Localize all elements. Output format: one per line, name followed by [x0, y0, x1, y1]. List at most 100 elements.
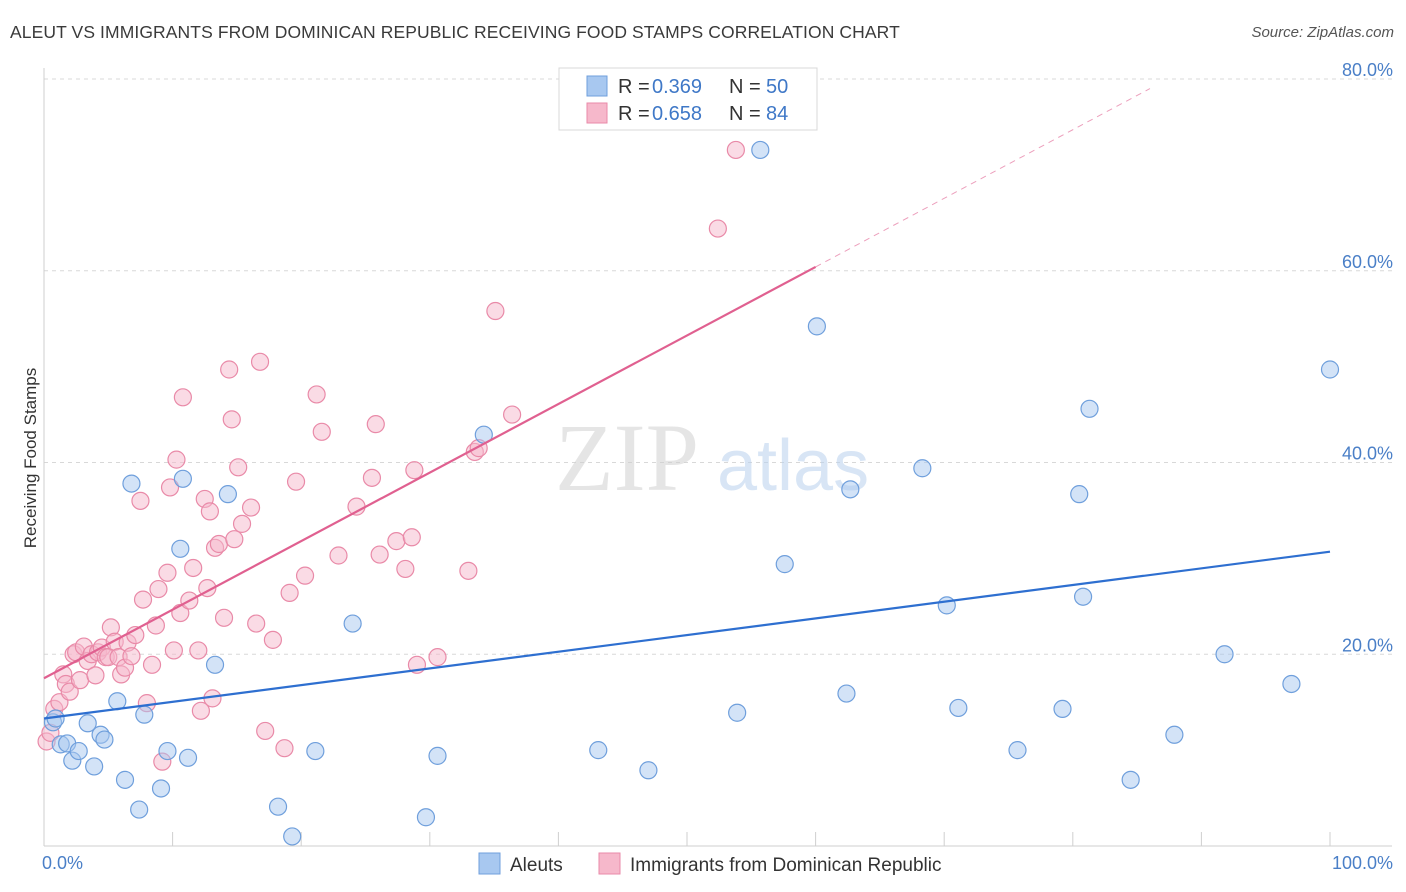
aleut-point — [1121, 770, 1140, 789]
aleut-point — [343, 614, 362, 633]
dominican-point — [209, 534, 228, 554]
series-legend-swatch-aleut — [478, 852, 501, 875]
correlation-legend: R = 0.369 N = 50 R = 0.658 N = 84 — [558, 67, 818, 131]
dominican-point — [142, 655, 162, 674]
dominican-point — [247, 614, 266, 633]
aleut-point — [268, 797, 288, 816]
dominican-point — [387, 532, 406, 551]
aleut-point — [1215, 645, 1234, 664]
aleut-point — [428, 746, 447, 765]
dominican-points — [37, 140, 745, 771]
dominican-point — [241, 498, 261, 517]
dominican-point — [503, 405, 522, 424]
legend-r-label-aleut: R = — [618, 76, 650, 98]
y-tick-label: 60.0% — [1342, 252, 1393, 272]
legend-n-value-dominican: 84 — [766, 103, 788, 125]
dominican-point — [250, 352, 270, 371]
aleut-point — [218, 485, 237, 504]
aleut-point — [1320, 360, 1340, 379]
aleut-point — [122, 474, 141, 493]
aleut-point — [306, 741, 325, 761]
dominican-point — [70, 671, 90, 690]
dominican-point — [256, 721, 275, 741]
grid — [43, 68, 1392, 847]
dominican-point — [220, 360, 239, 379]
legend-r-value-dominican: 0.658 — [652, 103, 702, 125]
aleut-point — [841, 480, 860, 499]
dominican-trend-extension — [815, 88, 1151, 268]
aleut-points — [43, 140, 1340, 846]
watermark-zip: ZIP — [555, 404, 699, 511]
legend-swatch-dominican — [586, 102, 608, 124]
dominican-point — [200, 502, 219, 521]
dominican-point — [167, 450, 186, 469]
x-tick-marks — [172, 832, 1331, 846]
aleut-point — [135, 705, 154, 724]
aleut-point — [171, 539, 190, 558]
aleut-point — [1070, 485, 1089, 504]
aleut-point — [416, 808, 436, 827]
dominican-point — [370, 545, 389, 564]
legend-n-value-aleut: 50 — [766, 76, 788, 98]
source-label: Source: ZipAtlas.com — [1251, 24, 1394, 41]
dominican-point — [214, 608, 234, 627]
y-tick-label: 40.0% — [1342, 444, 1393, 464]
dominican-point — [60, 682, 79, 701]
trend-lines — [43, 88, 1331, 720]
aleut-point — [1053, 699, 1072, 718]
dominican-point — [405, 461, 424, 480]
aleut-point — [178, 748, 198, 767]
aleut-point — [130, 800, 149, 819]
aleut-point — [85, 757, 104, 776]
aleut-point — [151, 779, 171, 798]
y-tick-label: 20.0% — [1342, 635, 1393, 655]
aleut-point — [751, 140, 770, 160]
aleut-point — [283, 827, 302, 846]
y-axis-label: Receiving Food Stamps — [21, 368, 40, 548]
aleut-point — [1165, 725, 1184, 744]
aleut-point — [1080, 399, 1099, 418]
dominican-point — [726, 140, 745, 160]
dominican-point — [312, 422, 331, 441]
aleut-point — [913, 459, 932, 478]
legend-n-label-dominican: N = — [729, 103, 761, 125]
dominican-point — [275, 739, 294, 758]
legend-r-label-dominican: R = — [618, 103, 650, 125]
series-legend-swatch-dominican — [598, 852, 621, 875]
dominican-point — [133, 590, 153, 609]
dominican-point — [366, 415, 385, 434]
aleut-point — [949, 698, 968, 718]
dominican-point — [362, 468, 382, 487]
dominican-point — [149, 579, 168, 599]
dominican-point — [189, 641, 208, 660]
dominican-point — [232, 514, 252, 533]
aleut-trend-line — [43, 550, 1331, 720]
dominican-point — [184, 558, 203, 578]
dominican-point — [402, 528, 421, 547]
aleut-point — [115, 770, 135, 789]
aleut-point — [589, 741, 608, 760]
dominican-point — [263, 630, 283, 649]
series-legend-label-dominican: Immigrants from Dominican Republic — [630, 855, 942, 876]
aleut-point — [95, 730, 114, 749]
dominican-point — [122, 647, 141, 666]
dominican-point — [428, 648, 447, 667]
aleut-point — [728, 703, 747, 722]
series-legend-label-aleut: Aleuts — [510, 855, 563, 876]
chart-title: ALEUT VS IMMIGRANTS FROM DOMINICAN REPUB… — [10, 22, 900, 42]
aleut-point — [1073, 587, 1093, 606]
dominican-point — [191, 701, 210, 720]
legend-r-value-aleut: 0.369 — [652, 76, 702, 98]
aleut-point — [158, 741, 177, 761]
aleut-point — [639, 761, 658, 780]
dominican-point — [396, 559, 415, 579]
x-tick-label-max: 100.0% — [1332, 853, 1393, 873]
legend-n-label-aleut: N = — [729, 76, 761, 98]
aleut-point — [775, 555, 794, 574]
dominican-point — [286, 472, 306, 491]
dominican-point — [295, 566, 315, 585]
aleut-point — [837, 684, 856, 703]
dominican-point — [222, 410, 241, 429]
aleut-point — [173, 469, 192, 488]
